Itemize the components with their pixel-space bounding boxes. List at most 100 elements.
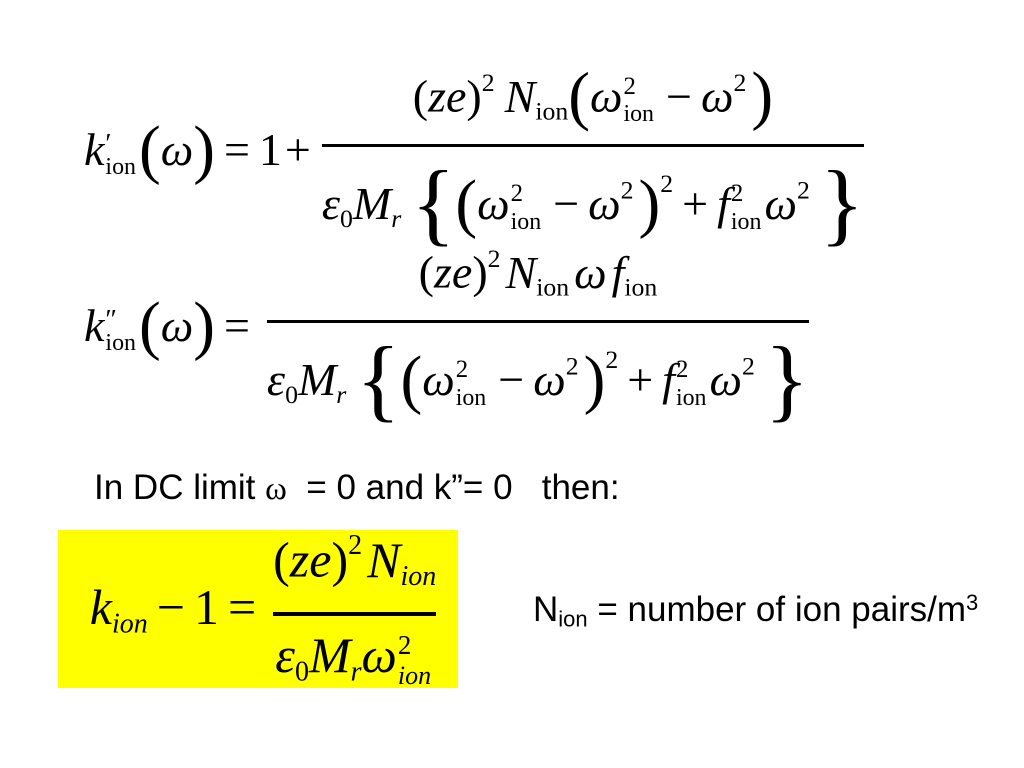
var-omega: ω xyxy=(422,354,455,405)
double-prime-mark: ″ xyxy=(105,302,117,334)
sup-two: 2 xyxy=(565,351,579,381)
sup-two-on-paren: 2 xyxy=(660,168,674,198)
sup-three: 3 xyxy=(966,590,979,615)
sub-ion: ion xyxy=(105,330,136,357)
eq1-numerator: (ze)2 Nion(ω 2 ion − ω2) xyxy=(413,52,773,142)
number-one: 1 xyxy=(193,579,219,636)
open-paren: ( xyxy=(273,531,290,588)
sub-ion: ion xyxy=(624,272,658,302)
plus-sign: + xyxy=(682,178,709,229)
sub-ion: ion xyxy=(536,272,570,302)
big-open-paren: ( xyxy=(568,60,590,133)
sub-zero: 0 xyxy=(340,203,353,233)
nion-mid-text: = number of ion pairs/m xyxy=(587,590,967,629)
sup-two: 2 xyxy=(455,356,469,384)
big-open-paren: ( xyxy=(455,167,478,240)
minus-sign: − xyxy=(156,579,185,636)
eq1-fraction: (ze)2 Nion(ω 2 ion − ω2) ε0Mr {(ω 2 ion − ω2)2 + f 2 i… xyxy=(321,52,864,249)
omega-sup2-sub-ion-stack: 2 ion xyxy=(623,72,654,127)
var-k: k xyxy=(84,300,105,352)
omega-sup2-sub-ion-stack: 2 ion xyxy=(455,356,487,411)
var-omega: ω xyxy=(361,627,397,684)
equals-sign: = xyxy=(227,579,257,636)
var-omega: ω xyxy=(160,124,194,176)
var-epsilon: ε xyxy=(266,354,286,405)
var-k: k xyxy=(84,124,105,176)
k-dprime-ion-stack: ″ ion xyxy=(105,305,136,357)
eq3-lhs: kion −1 = xyxy=(90,576,265,641)
highlight-box: kion −1 = (ze)2 Nion ε0Mrω 2 ion xyxy=(58,530,458,689)
sub-ion: ion xyxy=(105,154,136,181)
close-brace: } xyxy=(819,151,864,254)
var-M: M xyxy=(352,178,392,229)
sub-ion: ion xyxy=(730,208,762,235)
minus-sign: − xyxy=(666,70,692,122)
var-f: f xyxy=(611,246,625,298)
var-k: k xyxy=(89,579,112,636)
var-epsilon: ε xyxy=(275,627,295,684)
sub-ion: ion xyxy=(455,384,487,411)
big-close-paren: ) xyxy=(638,167,661,240)
open-paren: ( xyxy=(418,246,434,298)
sup-two: 2 xyxy=(481,68,495,97)
sub-ion: ion xyxy=(535,96,569,126)
sup-two: 2 xyxy=(623,72,636,100)
var-N: N xyxy=(504,70,536,122)
f-sup2-sub-ion-stack: 2 ion xyxy=(730,181,762,235)
dc-limit-text: In DC limit ω = 0 and k”= 0 then: xyxy=(94,468,620,509)
sub-ion: ion xyxy=(111,608,148,640)
eq3-fraction: (ze)2 Nion ε0Mrω 2 ion xyxy=(273,512,437,705)
fraction-bar xyxy=(273,612,437,617)
var-N: N xyxy=(505,246,537,298)
equation-k-double-prime-ion: k ″ ion (ω) = (ze)2 Nion ω fion ε0Mr {(ω 2 ion − ω2)… xyxy=(84,228,810,425)
eq1-denominator: ε0Mr {(ω 2 ion − ω2)2 + f 2 ion ω2} xyxy=(322,149,864,249)
equals-sign: = xyxy=(223,124,250,176)
var-ze: ze xyxy=(433,246,473,298)
close-paren: ) xyxy=(331,531,349,588)
fraction-bar xyxy=(321,143,864,147)
sub-ion: ion xyxy=(397,661,432,691)
eq2-denominator: ε0Mr {(ω 2 ion − ω2)2 + f 2 ion ω2} xyxy=(267,325,809,425)
var-epsilon: ε xyxy=(321,178,341,229)
var-f: f xyxy=(662,354,675,405)
sup-two: 2 xyxy=(675,356,689,384)
omega-sup2-sub-ion-stack: 2 ion xyxy=(510,180,542,235)
sub-r: r xyxy=(336,379,347,409)
var-omega: ω xyxy=(764,178,797,229)
nion-sub-ion: ion xyxy=(558,606,588,632)
big-open-paren: ( xyxy=(138,113,161,186)
fraction-bar xyxy=(266,319,810,323)
sup-two: 2 xyxy=(741,351,755,381)
sup-two: 2 xyxy=(348,530,363,562)
big-open-paren: ( xyxy=(400,343,423,416)
sub-ion: ion xyxy=(510,208,542,235)
sub-ion: ion xyxy=(675,384,707,411)
eq2-lhs: k ″ ion (ω) = xyxy=(84,293,259,358)
eq2-numerator: (ze)2 Nion ω fion xyxy=(419,228,658,318)
sup-two: 2 xyxy=(487,244,501,273)
var-ze: ze xyxy=(289,531,332,588)
sup-two-on-paren: 2 xyxy=(605,344,619,374)
eq3-denominator: ε0Mrω 2 ion xyxy=(275,618,434,705)
var-omega: ω xyxy=(574,246,607,298)
equals-sign: = xyxy=(223,300,250,352)
plus-sign: + xyxy=(284,124,311,176)
var-omega: ω xyxy=(160,300,194,352)
var-omega: ω xyxy=(709,354,742,405)
omega-sup2-sub-ion-stack: 2 ion xyxy=(398,632,431,689)
var-omega: ω xyxy=(477,178,510,229)
equation-k-prime-ion: k ′ ion (ω) = 1+ (ze)2 Nion(ω 2 ion − ω2) ε0Mr {(ω 2… xyxy=(84,52,864,249)
big-close-paren: ) xyxy=(751,60,774,133)
sup-two: 2 xyxy=(620,175,634,205)
equation-k-ion-dc-limit: kion −1 = (ze)2 Nion ε0Mrω 2 ion xyxy=(90,512,437,705)
big-close-paren: ) xyxy=(583,343,606,416)
open-paren: ( xyxy=(412,70,429,122)
big-open-paren: ( xyxy=(138,289,161,362)
sup-two: 2 xyxy=(510,180,524,208)
open-brace: { xyxy=(411,151,456,254)
var-M: M xyxy=(308,627,351,684)
close-paren: ) xyxy=(466,70,482,122)
nion-definition-text: Nion = number of ion pairs/m3 xyxy=(533,590,978,632)
close-paren: ) xyxy=(472,246,488,298)
var-M: M xyxy=(297,354,337,405)
